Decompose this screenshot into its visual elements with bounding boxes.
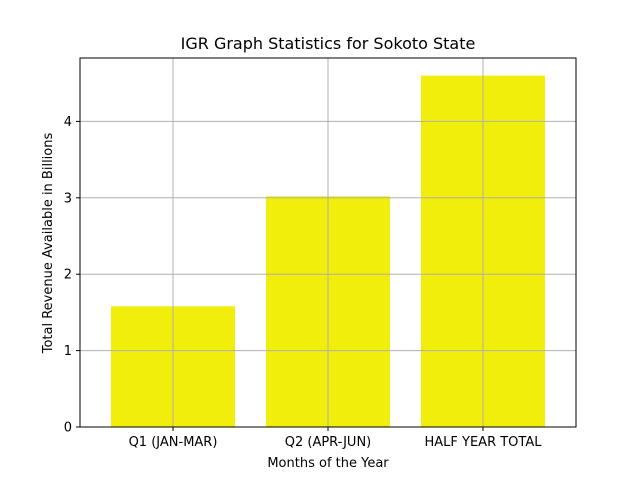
y-tick-label-4: 4 [64, 115, 72, 130]
x-tick-label-1: Q2 (APR-JUN) [285, 435, 372, 450]
y-tick-label-2: 2 [64, 268, 72, 283]
y-tick-label-3: 3 [64, 191, 72, 206]
x-tick-label-0: Q1 (JAN-MAR) [129, 435, 218, 450]
chart-title: IGR Graph Statistics for Sokoto State [181, 34, 476, 53]
x-axis-label: Months of the Year [267, 456, 389, 471]
x-tick-label-2: HALF YEAR TOTAL [425, 435, 543, 450]
y-tick-label-0: 0 [64, 421, 72, 436]
y-tick-label-1: 1 [64, 344, 72, 359]
ticks: 0 1 2 3 4 Q1 (JAN-MAR) Q2 (APR-JUN) HALF YEAR T… [64, 115, 543, 450]
y-axis-label: Total Revenue Available in Billions [41, 133, 56, 355]
